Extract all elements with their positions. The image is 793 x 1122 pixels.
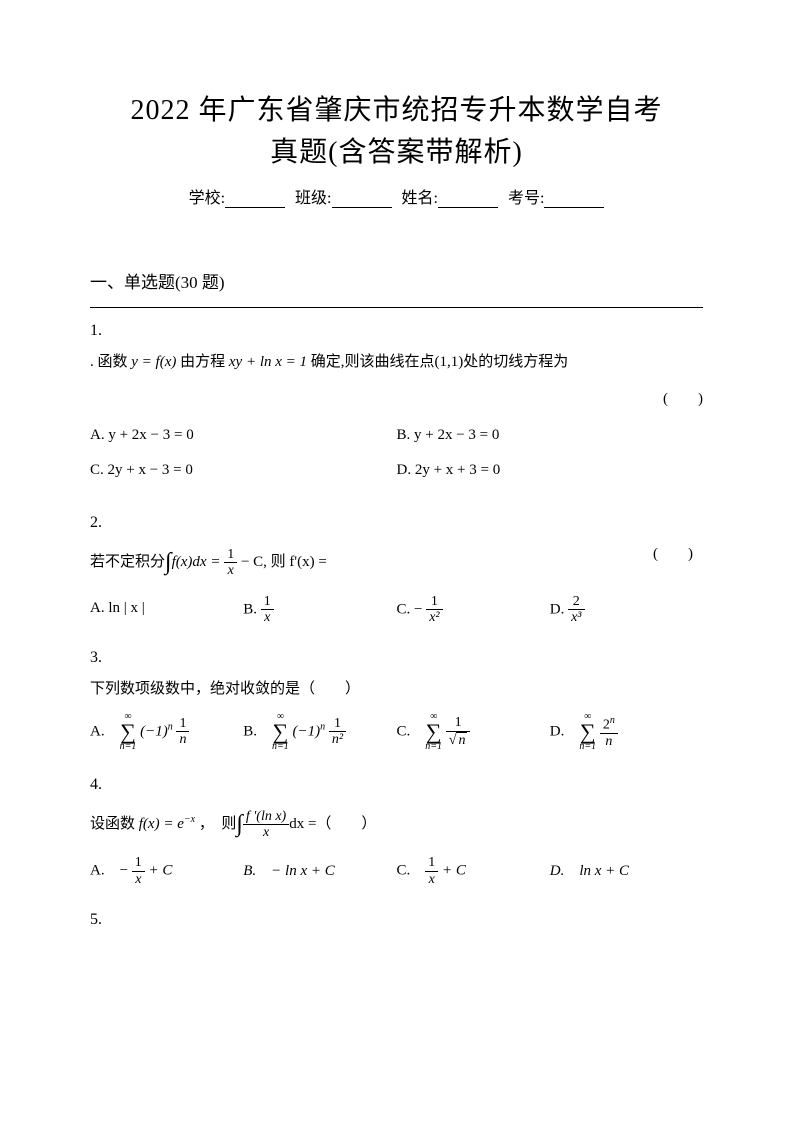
- title-line1: 2022 年广东省肇庆市统招专升本数学自考: [90, 90, 703, 132]
- form-name: 姓名:: [402, 184, 498, 208]
- q4-stem: 设函数 f(x) = e−x ， 则∫f '(ln x)xdx =（ ）: [90, 802, 703, 848]
- q1-stem: . 函数 y = f(x) 由方程 xy + ln x = 1 确定,则该曲线在…: [90, 348, 703, 377]
- q3-body: 下列数项级数中，绝对收敛的是（ ） A. ∞∑n=1 (−1)n 1n B. ∞…: [90, 675, 703, 751]
- q4-optA: A. − 1x + C: [90, 855, 243, 887]
- q1-number: 1.: [90, 322, 703, 340]
- q2-optD: D. 2x³: [550, 594, 703, 626]
- blank-class: [332, 192, 392, 208]
- q1-paren: ( ): [90, 385, 703, 414]
- q1-optA: A. y + 2x − 3 = 0: [90, 421, 397, 450]
- blank-school: [225, 192, 285, 208]
- q4-body: 设函数 f(x) = e−x ， 则∫f '(ln x)xdx =（ ） A. …: [90, 802, 703, 887]
- form-school: 学校:: [189, 184, 285, 208]
- q2-number: 2.: [90, 514, 703, 532]
- q4-optB: B. − ln x + C: [243, 857, 396, 886]
- title-line2: 真题(含答案带解析): [90, 132, 703, 174]
- q2-optC: C. − 1x²: [397, 594, 550, 626]
- frac-1-x: 1x: [224, 547, 237, 579]
- q4-optC: C. 1x + C: [397, 855, 550, 887]
- q3-stem: 下列数项级数中，绝对收敛的是（ ）: [90, 675, 703, 704]
- q1-optD: D. 2y + x + 3 = 0: [397, 456, 704, 485]
- q2-paren: ( ): [653, 540, 693, 569]
- q1-optB: B. y + 2x − 3 = 0: [397, 421, 704, 450]
- q1-body: . 函数 y = f(x) 由方程 xy + ln x = 1 确定,则该曲线在…: [90, 348, 703, 490]
- question-5: 5.: [90, 911, 703, 929]
- section-divider: 一、单选题(30 题): [90, 268, 703, 308]
- page-title: 2022 年广东省肇庆市统招专升本数学自考 真题(含答案带解析): [90, 90, 703, 174]
- question-2: 2. 若不定积分∫f(x)dx = 1x − C, 则 f'(x) = ( ) …: [90, 514, 703, 625]
- question-1: 1. . 函数 y = f(x) 由方程 xy + ln x = 1 确定,则该…: [90, 322, 703, 490]
- q4-options: A. − 1x + C B. − ln x + C C. 1x + C D. l…: [90, 855, 703, 887]
- q2-options: A. ln | x | B. 1x C. − 1x² D. 2x³: [90, 594, 703, 626]
- q3-optB: B. ∞∑n=1 (−1)n 1n²: [243, 712, 396, 752]
- q4-number: 4.: [90, 776, 703, 794]
- q3-number: 3.: [90, 649, 703, 667]
- q4-optD: D. ln x + C: [550, 857, 703, 886]
- q2-body: 若不定积分∫f(x)dx = 1x − C, 则 f'(x) = ( ) A. …: [90, 540, 703, 625]
- form-class: 班级:: [295, 184, 391, 208]
- q2-optB: B. 1x: [243, 594, 396, 626]
- q3-optA: A. ∞∑n=1 (−1)n 1n: [90, 712, 243, 752]
- q2-optA: A. ln | x |: [90, 594, 243, 626]
- q1-optC: C. 2y + x − 3 = 0: [90, 456, 397, 485]
- form-line: 学校: 班级: 姓名: 考号:: [90, 184, 703, 208]
- q2-stem: 若不定积分∫f(x)dx = 1x − C, 则 f'(x) = ( ): [90, 540, 703, 586]
- blank-name: [438, 192, 498, 208]
- q5-number: 5.: [90, 911, 703, 929]
- question-4: 4. 设函数 f(x) = e−x ， 则∫f '(ln x)xdx =（ ） …: [90, 776, 703, 887]
- question-3: 3. 下列数项级数中，绝对收敛的是（ ） A. ∞∑n=1 (−1)n 1n B…: [90, 649, 703, 751]
- form-examno: 考号:: [508, 184, 604, 208]
- q3-options: A. ∞∑n=1 (−1)n 1n B. ∞∑n=1 (−1)n 1n² C. …: [90, 712, 703, 752]
- blank-examno: [544, 192, 604, 208]
- section-header: 一、单选题(30 题): [90, 268, 703, 293]
- q3-optD: D. ∞∑n=1 2nn: [550, 712, 703, 752]
- q1-options: A. y + 2x − 3 = 0 B. y + 2x − 3 = 0 C. 2…: [90, 421, 703, 490]
- q3-optC: C. ∞∑n=1 1√n: [397, 712, 550, 752]
